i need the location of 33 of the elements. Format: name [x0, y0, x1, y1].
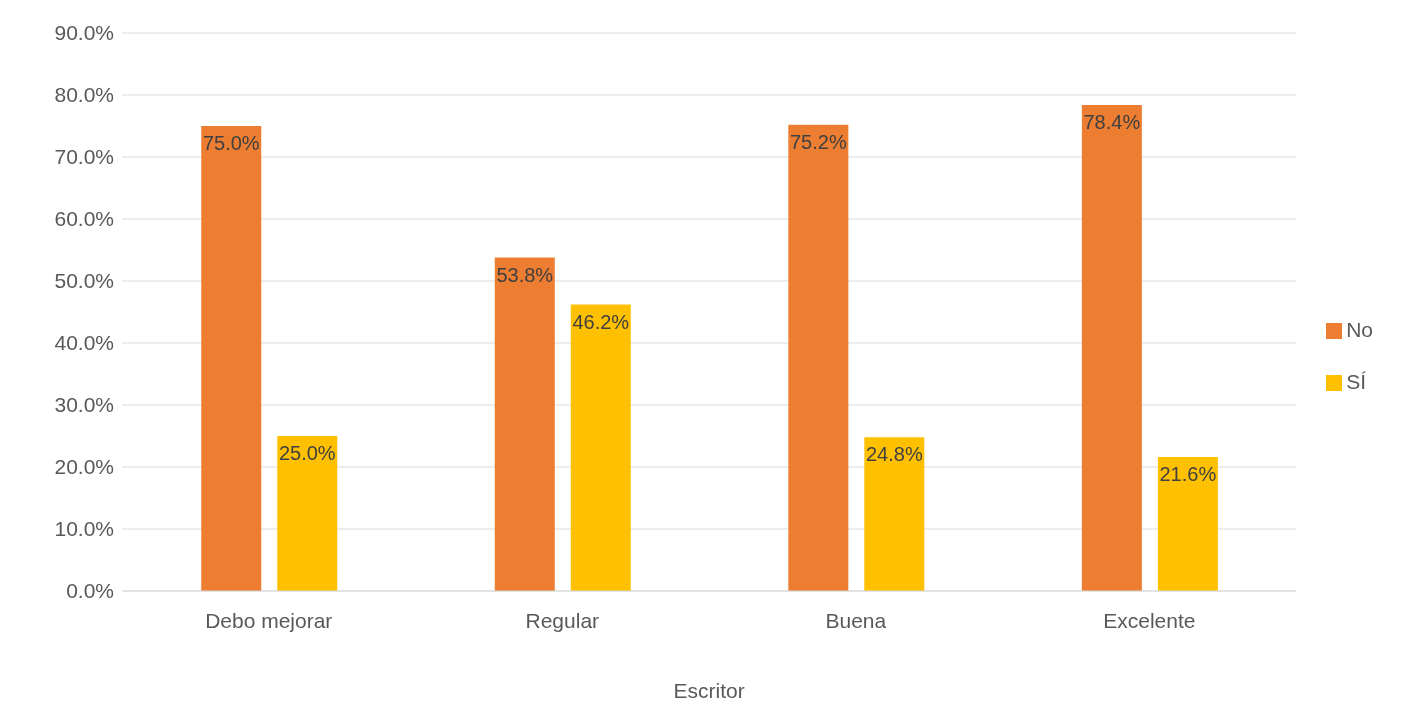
y-tick-label: 20.0%: [54, 455, 114, 479]
y-tick-label: 0.0%: [66, 579, 114, 603]
bar: [570, 304, 631, 591]
x-tick-label: Regular: [525, 608, 600, 632]
bar: [201, 126, 262, 591]
y-tick-label: 80.0%: [54, 83, 114, 107]
data-label: 53.8%: [496, 263, 554, 286]
legend-label: No: [1346, 317, 1373, 341]
data-label: 46.2%: [572, 310, 630, 333]
data-label: 78.4%: [1083, 111, 1141, 134]
bar: [788, 124, 849, 591]
bar: [494, 257, 555, 591]
x-tick-label: Buena: [825, 608, 887, 632]
y-tick-label: 90.0%: [54, 21, 114, 45]
y-tick-label: 40.0%: [54, 331, 114, 355]
y-tick-label: 60.0%: [54, 207, 114, 231]
x-tick-label: Excelente: [1103, 608, 1196, 632]
bar: [864, 437, 925, 591]
bar: [277, 436, 338, 591]
x-axis-title: Escritor: [673, 679, 745, 702]
data-label: 21.6%: [1159, 463, 1217, 486]
data-label: 75.0%: [202, 132, 260, 155]
y-tick-label: 30.0%: [54, 393, 114, 417]
y-tick-label: 10.0%: [54, 517, 114, 541]
bar: [1157, 457, 1218, 591]
data-label: 75.2%: [789, 130, 847, 153]
x-tick-label: Debo mejorar: [205, 608, 333, 632]
y-tick-label: 70.0%: [54, 145, 114, 169]
data-label: 24.8%: [865, 443, 923, 466]
bar: [1081, 104, 1142, 591]
data-label: 25.0%: [278, 442, 336, 465]
legend-label: SÍ: [1346, 369, 1366, 393]
y-tick-label: 50.0%: [54, 269, 114, 293]
